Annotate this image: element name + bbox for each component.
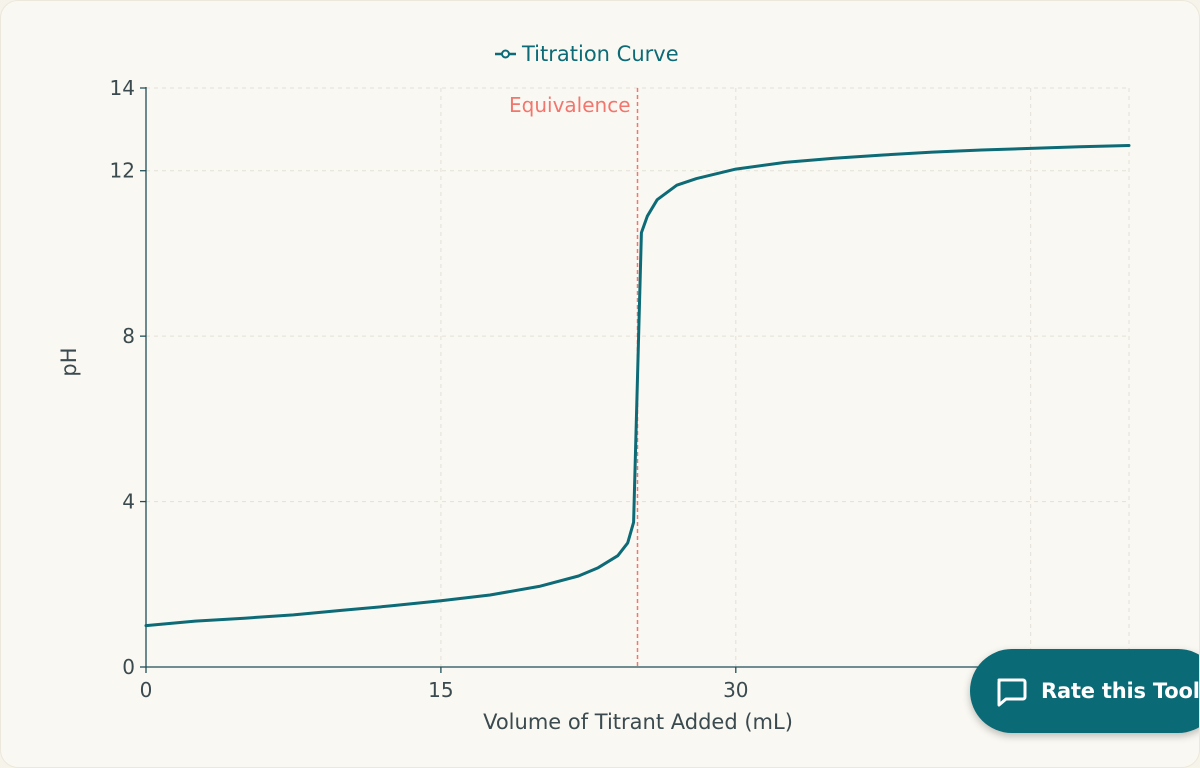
x-tick-label: 15 xyxy=(428,678,453,702)
y-tick-label: 8 xyxy=(122,324,135,348)
y-axis-label: pH xyxy=(57,347,81,376)
rate-this-tool-label: Rate this Tool xyxy=(1041,679,1200,703)
x-tick-label: 0 xyxy=(140,678,153,702)
rate-this-tool-button[interactable]: Rate this Tool xyxy=(970,649,1200,733)
legend[interactable]: Titration Curve xyxy=(495,42,679,66)
titration-curve-line xyxy=(144,144,1131,628)
axes: 0 15 30 0 4 8 12 14 xyxy=(110,76,1181,702)
series xyxy=(144,144,1131,628)
y-tick-label: 14 xyxy=(110,76,135,100)
legend-label: Titration Curve xyxy=(521,42,679,66)
annotations: Equivalence xyxy=(509,88,639,667)
y-tick-label: 0 xyxy=(122,655,135,679)
y-tick-label: 4 xyxy=(122,490,135,514)
legend-marker-icon xyxy=(501,49,510,59)
x-axis-label: Volume of Titrant Added (mL) xyxy=(483,710,793,734)
chat-bubble-icon xyxy=(994,674,1028,708)
x-tick-label: 30 xyxy=(723,678,748,702)
y-tick-label: 12 xyxy=(110,159,135,183)
equivalence-label: Equivalence xyxy=(509,93,631,117)
